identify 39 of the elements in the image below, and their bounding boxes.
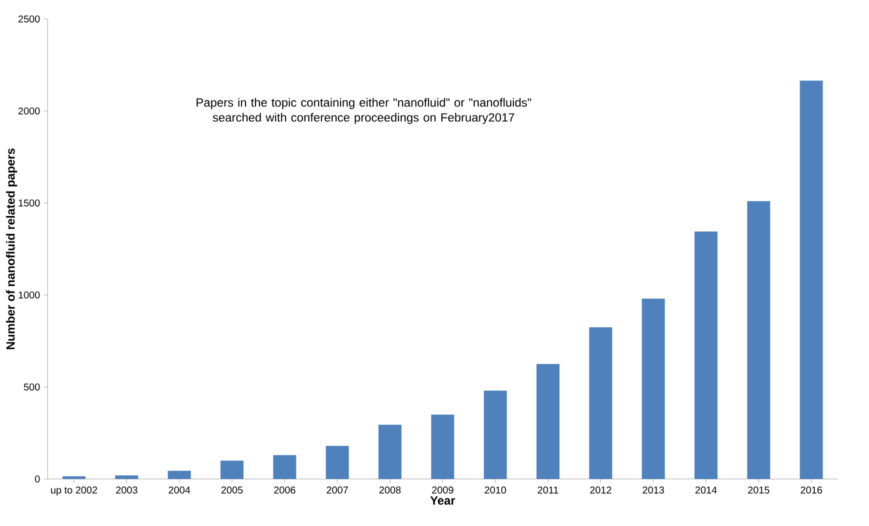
bar	[115, 475, 138, 479]
annotation: Papers in the topic containing either "nanofluid" or "nanofluids" searched with conference proceedings on February2017	[196, 98, 532, 124]
x-tick-label: 2014	[695, 486, 717, 494]
bar	[642, 298, 665, 479]
bar	[536, 364, 560, 479]
bar	[62, 476, 86, 479]
x-tick-label: 2006	[274, 486, 296, 494]
x-axis-title: Year	[430, 496, 456, 505]
x-tick-label: 2012	[590, 486, 612, 494]
x-tick-label: up to 2002	[51, 486, 98, 496]
y-tick-label: 1500	[18, 199, 40, 207]
bar	[747, 201, 770, 479]
x-tick-label: 2016	[800, 486, 822, 494]
y-tick-label: 2000	[18, 107, 40, 115]
bar	[694, 232, 718, 479]
x-tick-label: 2015	[748, 486, 770, 494]
x-tick-label: 2003	[116, 486, 138, 494]
y-tick-label: 2500	[18, 15, 40, 23]
y-axis-title: Number of nanofluid related papers	[6, 148, 18, 350]
x-tick-label: 2005	[221, 486, 243, 494]
x-tick-label: 2004	[168, 486, 190, 494]
y-tick-label: 500	[24, 383, 40, 391]
bar	[431, 414, 454, 479]
x-tick-label: 2013	[642, 486, 664, 494]
bar	[800, 80, 823, 479]
y-tick-label: 0	[34, 475, 40, 483]
bar	[168, 470, 191, 479]
bar	[484, 390, 507, 479]
y-tick-label: 1000	[18, 291, 40, 299]
x-tick-label: 2011	[538, 486, 558, 494]
x-tick-label: 2010	[484, 486, 506, 494]
x-tick-label: 2009	[432, 486, 454, 494]
x-tick-label: 2008	[379, 486, 401, 494]
bar	[220, 460, 244, 479]
x-tick-label: 2007	[326, 486, 348, 494]
bar	[326, 446, 349, 479]
bar	[589, 327, 612, 479]
bar	[378, 424, 402, 479]
bar	[273, 455, 296, 479]
